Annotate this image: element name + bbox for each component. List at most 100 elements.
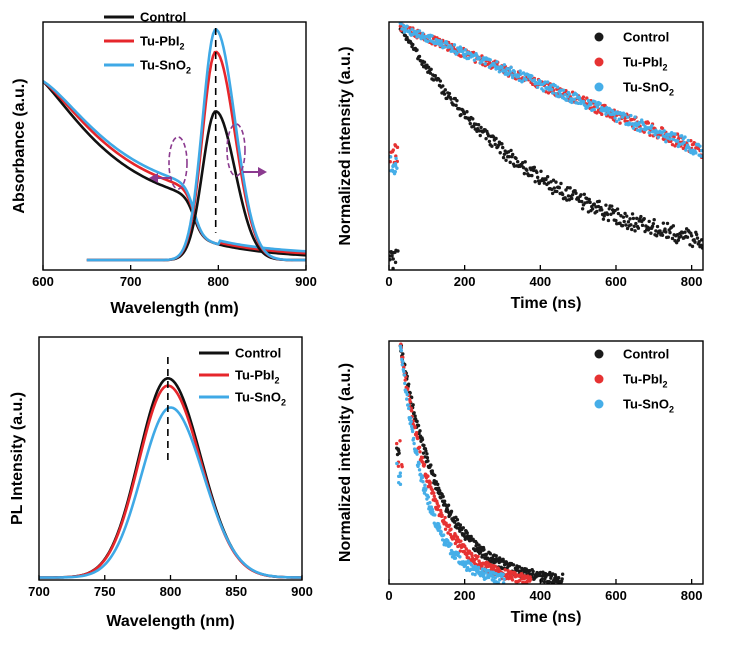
legend-label: Tu-PbI2 [623,55,668,73]
legend-swatch-dot [594,374,604,384]
data-point [651,221,656,226]
data-point [426,495,431,499]
data-point [563,93,567,97]
data-point [395,461,399,466]
data-point [504,158,508,162]
data-point [426,39,430,44]
data-point [639,214,643,219]
data-point [426,474,430,478]
legend-label: Control [623,347,669,362]
data-point [391,148,395,152]
data-point [689,139,693,143]
data-point [658,229,662,233]
data-point [555,85,560,89]
data-point [401,359,405,364]
data-point [516,160,520,164]
data-point [547,580,552,584]
data-point [415,48,419,52]
data-point [395,452,400,457]
data-point [462,532,466,536]
data-point [590,207,595,211]
data-point [469,534,473,539]
data-point [647,131,651,135]
data-point [425,456,430,460]
data-point [455,98,459,103]
data-point [435,501,439,506]
data-point [509,148,513,153]
x-tick-label: 600 [32,274,54,289]
data-point [554,180,558,184]
data-point [697,240,701,244]
y-axis-label: Normalized intensity (a.u.) [337,363,354,562]
x-tick-label: 900 [291,584,313,599]
data-point [682,140,686,145]
data-point [503,568,507,572]
pl-curve-tu-sno2 [86,28,306,262]
data-point [397,474,401,479]
x-tick-label: 600 [605,588,627,603]
data-point [421,31,425,35]
data-point [443,503,448,507]
data-point [581,99,586,104]
data-point [671,224,676,228]
data-point [426,65,431,70]
data-point [462,111,467,116]
plot-area [389,22,703,270]
data-point [430,34,434,38]
data-point [500,65,504,70]
data-point [430,507,435,512]
data-point [676,238,681,242]
data-point [391,266,395,270]
data-point [679,134,684,138]
y-axis-label: Absorbance (a.u.) [11,78,28,213]
data-point [592,202,596,206]
data-point [525,168,529,173]
data-point [453,519,457,524]
data-point [582,192,586,196]
data-point [393,169,397,174]
data-point [421,480,425,484]
x-tick-label: 400 [529,274,551,289]
data-point [408,416,413,420]
data-point [438,79,442,83]
data-point [640,223,645,228]
data-point [505,67,509,71]
data-point [449,542,453,547]
data-point [670,236,675,241]
data-point [631,216,636,221]
data-point [415,452,419,456]
data-point [424,487,428,491]
data-point [465,110,469,114]
data-point [615,207,620,211]
data-point [476,565,481,570]
data-point [606,218,611,223]
data-point [690,244,695,249]
data-point [619,214,623,218]
data-point [575,93,579,97]
data-point [441,494,445,499]
data-point [391,251,396,255]
data-point [545,175,550,179]
data-point [394,441,399,446]
data-point [662,129,666,133]
data-point [639,127,643,131]
data-point [421,451,426,455]
data-point [420,437,425,442]
data-point [511,75,515,80]
data-point [585,200,590,204]
data-point [469,563,474,567]
data-point [538,570,543,575]
data-point [618,121,622,125]
data-point [476,554,480,559]
x-axis-label: Wavelength (nm) [110,300,238,317]
data-point [595,111,599,115]
data-point [654,229,658,233]
data-point [501,155,506,160]
legend-label: Tu-PbI2 [235,368,280,386]
data-point [642,217,646,221]
x-axis-label: Time (ns) [511,609,582,626]
data-point [589,102,593,106]
data-point [463,48,467,52]
data-point [626,220,631,224]
